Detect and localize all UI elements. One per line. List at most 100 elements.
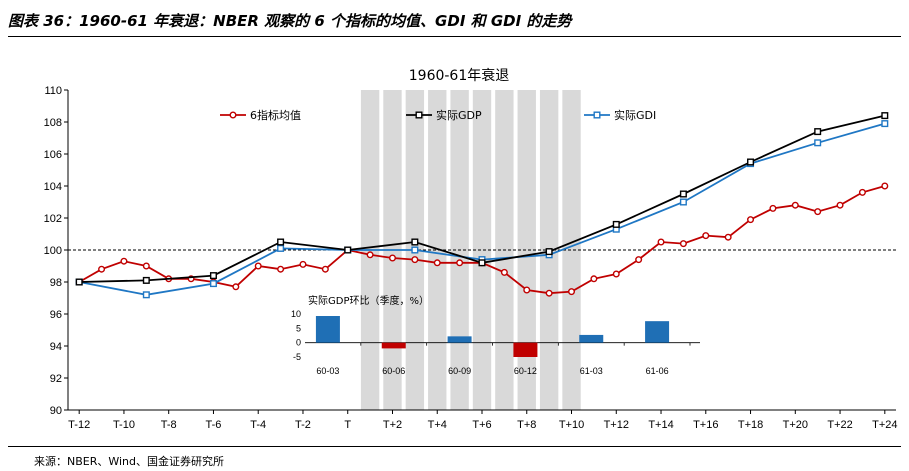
y-tick-label: 96 [50,309,62,321]
data-point [321,265,329,273]
legend-label: 6指标均值 [250,108,301,122]
x-tick-label: T+12 [604,419,629,431]
data-point [500,268,508,276]
inset-y-tick-label: -5 [293,352,301,362]
inset-y-tick-label: 0 [296,338,301,348]
y-tick-label: 102 [44,213,62,225]
inset-bar [381,342,406,349]
title-rule [8,36,901,37]
inset-bar-chart: 实际GDP环比（季度，%） -5 0 5 10 60-03 60-06 60-09 60-12 6… [291,294,700,376]
y-tick-label: 92 [50,373,62,385]
data-point [142,276,150,284]
y-tick-label: 110 [44,85,62,97]
x-tick-label: T+4 [428,419,447,431]
data-point [545,289,553,297]
inset-x-tick-label: 61-06 [646,366,669,376]
data-point [277,238,285,246]
data-point [456,259,464,267]
data-point [232,283,240,291]
inset-bar [513,342,538,357]
y-tick-label: 98 [50,277,62,289]
inset-x-tick-label: 60-03 [316,366,339,376]
recession-band-8 [517,90,536,410]
data-point [120,257,128,265]
series-layer [75,112,889,299]
data-point [791,201,799,209]
legend-swatch-marker [415,111,423,119]
data-point [98,265,106,273]
x-tick-label: T+22 [827,419,852,431]
data-point [747,158,755,166]
y-tick-label: 94 [50,341,62,353]
recession-band-6 [472,90,492,410]
data-point [568,288,576,296]
data-point [702,232,710,240]
inset-x-tick-label: 61-03 [580,366,603,376]
legend: 6指标均值 实际GDP 实际GDI [220,108,656,122]
legend-swatch-marker [593,111,601,119]
data-point [814,139,822,147]
x-tick-label: T+8 [517,419,536,431]
y-tick-label: 104 [44,181,62,193]
data-point [478,259,486,267]
data-point [75,278,83,286]
data-point [545,248,553,256]
data-point [657,238,665,246]
recession-shading [360,90,581,410]
data-point [679,198,687,206]
data-point [769,204,777,212]
data-point [814,208,822,216]
x-tick-label: T-2 [295,419,311,431]
data-point [724,233,732,241]
data-point [388,254,396,262]
data-point [612,270,620,278]
x-tick-label: T+24 [872,419,897,431]
legend-item: 实际GDI [584,108,656,122]
inset-y-tick-label: 10 [291,309,301,319]
data-point [881,112,889,120]
x-tick-label: T+2 [383,419,402,431]
legend-label: 实际GDI [614,108,656,122]
data-point [679,240,687,248]
inset-bar [447,336,472,343]
x-tick-label: T+10 [559,419,584,431]
data-point [411,256,419,264]
legend-item: 实际GDP [406,108,482,122]
data-point [612,220,620,228]
legend-item: 6指标均值 [220,108,301,122]
data-point [881,182,889,190]
data-point [747,216,755,224]
data-point [858,188,866,196]
inset-bar [645,321,670,343]
y-tick-label: 90 [50,405,62,417]
data-point [299,260,307,268]
inset-x-tick-label: 60-09 [448,366,471,376]
data-point [277,265,285,273]
data-point [679,190,687,198]
data-point [836,201,844,209]
recession-band-10 [562,90,581,410]
series-real-gdp [75,112,889,286]
inset-title: 实际GDP环比（季度，%） [308,294,429,307]
data-point [209,280,217,288]
figure-header: 图表 36：1960-61 年衰退：NBER 观察的 6 个指标的均值、GDI … [0,0,909,44]
y-tick-label: 100 [44,245,62,257]
inset-bar [315,316,340,343]
legend-swatch-marker [229,111,237,119]
x-tick-label: T+18 [738,419,763,431]
x-tick-label: T+20 [783,419,808,431]
source-note: 来源：NBER、Wind、国金证券研究所 [34,455,225,468]
figure-title: 图表 36：1960-61 年衰退：NBER 观察的 6 个指标的均值、GDI … [8,12,572,30]
inset-y-tick-label: 5 [296,323,301,333]
x-tick-label: T [344,419,351,431]
data-point [814,128,822,136]
x-tick-label: T-6 [206,419,222,431]
x-tick-label: T+16 [693,419,718,431]
data-point [590,275,598,283]
inset-bar [579,334,604,343]
recession-band-4 [428,90,447,410]
chart-title: 1960-61年衰退 [409,67,510,84]
data-point [254,262,262,270]
